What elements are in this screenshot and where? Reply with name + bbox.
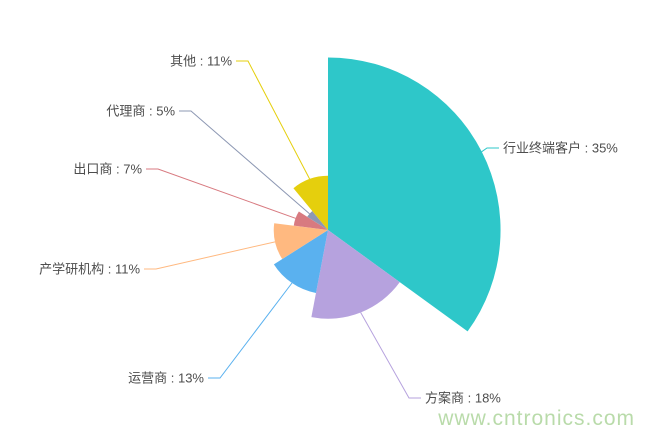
slice-label: 其他 : 11% — [170, 54, 232, 69]
pie-slice-5[interactable] — [293, 211, 328, 230]
label-leader-line — [360, 312, 421, 399]
label-leader-line — [179, 110, 310, 215]
slice-label: 产学研机构 : 11% — [39, 262, 140, 277]
label-leader-line — [481, 147, 499, 153]
slice-label: 运营商 : 13% — [128, 371, 204, 386]
pie-slice-2[interactable] — [311, 230, 400, 319]
slice-label: 出口商 : 7% — [73, 162, 142, 177]
label-leader-line — [236, 60, 311, 180]
slice-label: 行业终端客户 : 35% — [503, 141, 618, 156]
pie-slice-4[interactable] — [273, 223, 328, 260]
label-leader-line — [208, 282, 293, 379]
label-leader-line — [144, 241, 276, 270]
slice-label: 代理商 : 5% — [106, 104, 175, 119]
pie-slice-1[interactable] — [328, 57, 501, 332]
pie-slice-6[interactable] — [307, 211, 328, 230]
pie-slice-3[interactable] — [273, 230, 328, 293]
watermark: www.cntronics.com — [438, 407, 635, 430]
pie-slice-7[interactable] — [293, 175, 328, 230]
label-leader-line — [146, 168, 296, 219]
slice-label: 方案商 : 18% — [425, 391, 501, 406]
